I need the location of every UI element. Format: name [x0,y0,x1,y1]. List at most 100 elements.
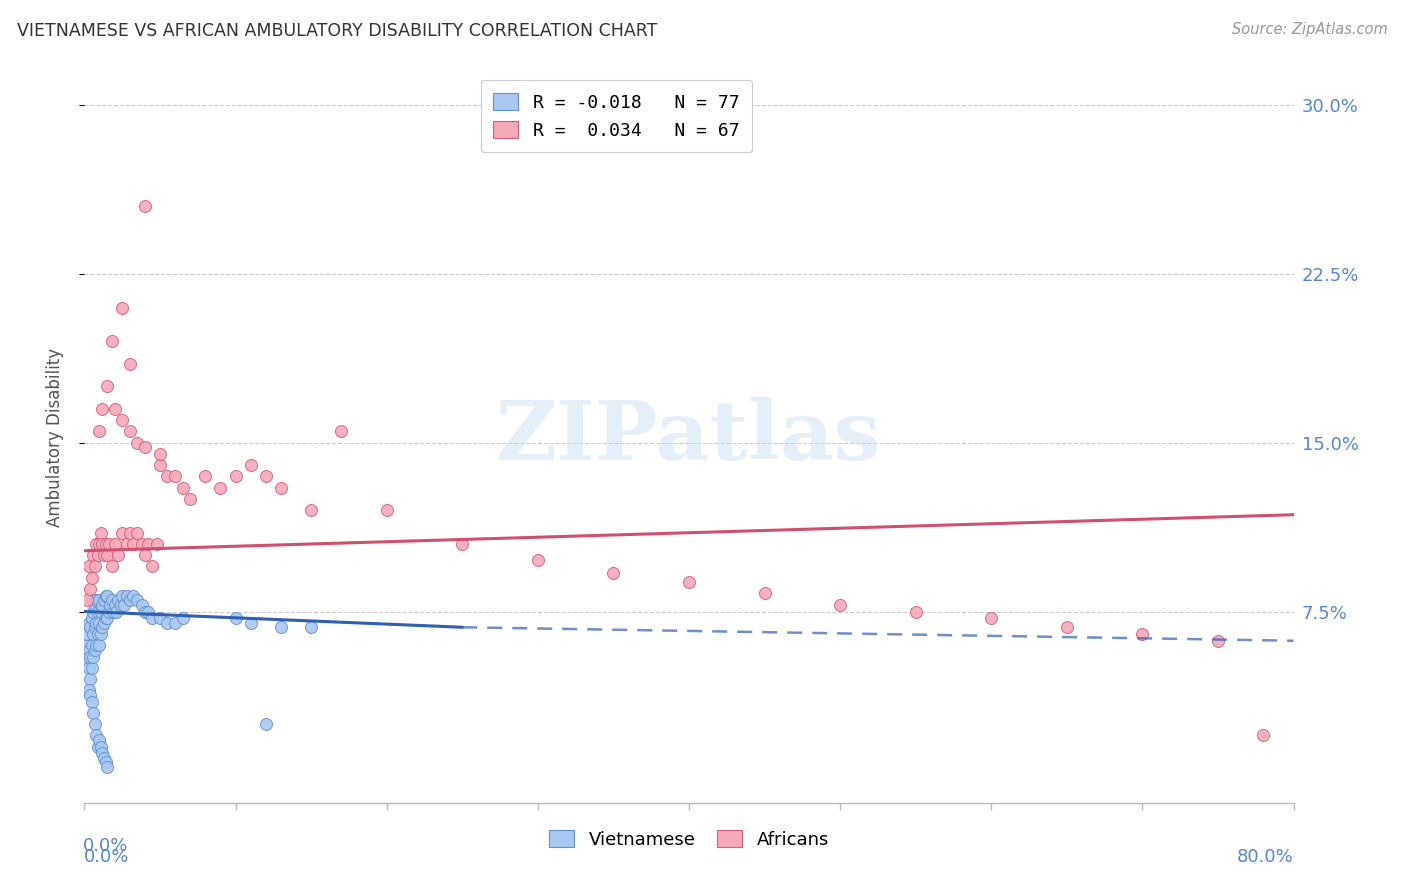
Point [76,627,98,641]
Point [80,694,103,708]
Point [105,605,128,619]
Point [82,706,104,720]
Point [94,589,117,603]
Point [86,615,108,630]
Point [82,649,104,664]
Point [225,611,247,625]
Point [84,717,107,731]
Text: VIETNAMESE VS AFRICAN AMBULATORY DISABILITY CORRELATION CHART: VIETNAMESE VS AFRICAN AMBULATORY DISABIL… [17,22,657,40]
Point [89,732,111,747]
Point [1130,627,1153,641]
Point [86,537,108,551]
Point [75,649,97,664]
Point [146,537,169,551]
Point [79,672,101,686]
Point [93,615,115,630]
Point [76,593,98,607]
Point [80,593,103,607]
Point [77,661,100,675]
Point [90,525,112,540]
Point [84,598,107,612]
Point [91,620,114,634]
Point [121,537,143,551]
Point [602,566,624,581]
Point [100,334,122,349]
Point [141,559,163,574]
Point [87,605,110,619]
Point [678,575,700,590]
Point [89,425,111,439]
Point [375,503,398,517]
Point [84,559,107,574]
Point [830,598,852,612]
Point [1206,633,1229,648]
Point [111,301,134,315]
Legend: Vietnamese, Africans: Vietnamese, Africans [541,822,837,856]
Point [104,401,127,416]
Point [118,593,141,607]
Point [527,553,550,567]
Point [107,548,129,562]
Point [754,586,776,600]
Point [87,739,110,754]
Point [115,589,138,603]
Point [127,435,149,450]
Point [79,688,101,702]
Point [91,401,114,416]
Point [111,525,134,540]
Point [107,593,129,607]
Point [118,525,141,540]
Point [77,683,100,698]
Point [1253,728,1275,742]
Point [1056,620,1078,634]
Point [980,611,1002,625]
Point [77,615,100,630]
Point [79,649,101,664]
Point [84,642,107,657]
Point [127,593,149,607]
Point [118,425,141,439]
Point [94,611,117,625]
Point [86,728,108,742]
Point [89,537,111,551]
Point [82,548,104,562]
Point [270,620,292,634]
Point [136,605,159,619]
Point [86,638,108,652]
Point [111,413,134,427]
Point [239,615,262,630]
Point [149,447,172,461]
Point [80,661,103,675]
Point [80,638,103,652]
Point [93,593,115,607]
Point [111,589,134,603]
Point [76,638,98,652]
Point [134,605,156,619]
Point [89,593,111,607]
Point [110,598,132,612]
Y-axis label: Ambulatory Disability: Ambulatory Disability [45,348,63,526]
Point [172,611,194,625]
Point [134,199,156,213]
Point [904,605,927,619]
Point [77,559,100,574]
Point [90,605,112,619]
Point [115,537,138,551]
Point [79,582,101,596]
Point [79,620,101,634]
Point [96,760,118,774]
Point [97,605,120,619]
Point [91,598,114,612]
Point [194,469,217,483]
Point [112,598,135,612]
Point [84,620,107,634]
Point [90,627,112,641]
Point [98,598,121,612]
Point [127,525,149,540]
Point [87,627,110,641]
Point [90,739,112,754]
Point [89,615,111,630]
Point [121,589,143,603]
Point [77,642,100,657]
Point [330,425,353,439]
